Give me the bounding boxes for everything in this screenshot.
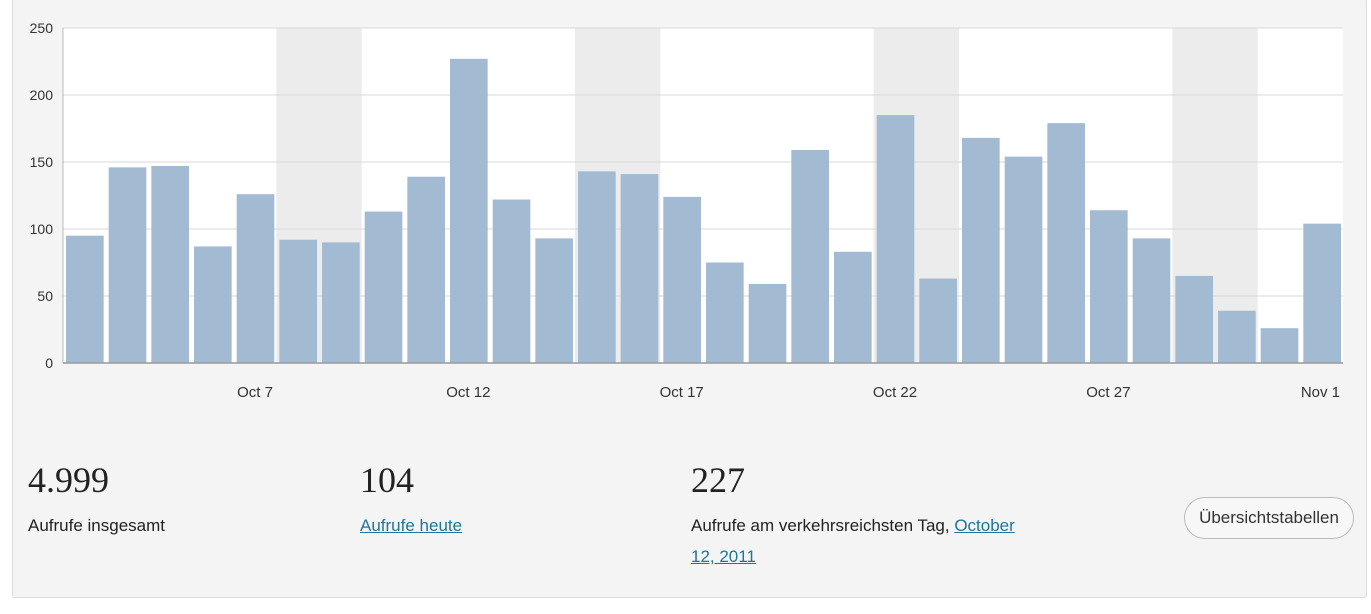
- bar: [151, 166, 189, 363]
- today-views-value: 104: [360, 460, 414, 500]
- bar: [919, 278, 957, 363]
- total-views-block: 4.999 Aufrufe insgesamt: [28, 460, 165, 541]
- total-views-label: Aufrufe insgesamt: [28, 516, 166, 535]
- best-day-date-link[interactable]: October 12, 2011: [691, 516, 1015, 566]
- bar: [620, 174, 659, 363]
- bar: [1260, 328, 1299, 363]
- summary-tables-button[interactable]: Übersichtstabellen: [1184, 497, 1354, 539]
- bar: [66, 235, 104, 363]
- y-tick-label: 200: [30, 87, 54, 103]
- x-tick-label: Nov 1: [1301, 384, 1340, 401]
- bar: [876, 115, 915, 363]
- x-tick-label: Oct 22: [873, 384, 917, 401]
- bar: [1090, 210, 1128, 363]
- views-bar-chart: 0 50 100 150 200 250 Oct 7 Oct 12 Oct 17 Oct 22 Oc…: [30, 20, 1343, 401]
- bar: [962, 137, 1000, 363]
- y-tick-label: 150: [30, 154, 54, 170]
- bar: [706, 262, 744, 363]
- bar: [1132, 238, 1171, 363]
- bar: [236, 194, 275, 363]
- bar: [364, 211, 403, 363]
- bar: [407, 176, 445, 363]
- x-tick-label: Oct 7: [237, 384, 273, 401]
- bar: [578, 171, 616, 363]
- bar: [450, 58, 488, 363]
- bar: [1047, 123, 1085, 363]
- bar: [535, 238, 573, 363]
- y-tick-label: 250: [30, 20, 54, 36]
- bar: [1303, 223, 1341, 363]
- best-day-block: 227 Aufrufe am verkehrsreichsten Tag, Oc…: [691, 460, 1031, 572]
- bar: [834, 251, 872, 363]
- total-views-value: 4.999: [28, 460, 109, 500]
- bar: [748, 283, 787, 363]
- bar: [108, 167, 147, 363]
- today-views-link[interactable]: Aufrufe heute: [360, 516, 463, 535]
- bar: [322, 242, 360, 363]
- bar: [492, 199, 531, 363]
- y-tick-label: 0: [45, 355, 53, 371]
- x-tick-label: Oct 17: [660, 384, 704, 401]
- bar: [1218, 310, 1256, 363]
- bar: [1175, 275, 1213, 363]
- y-tick-label: 100: [30, 221, 54, 237]
- x-tick-label: Oct 12: [446, 384, 490, 401]
- bar: [663, 196, 701, 363]
- best-day-label: Aufrufe am verkehrsreichsten Tag,: [691, 516, 950, 535]
- bar: [194, 246, 232, 363]
- bar: [1004, 156, 1043, 363]
- best-day-value: 227: [691, 460, 745, 500]
- bar: [279, 239, 317, 363]
- x-tick-label: Oct 27: [1086, 384, 1130, 401]
- y-tick-label: 50: [37, 288, 53, 304]
- bar: [791, 149, 829, 363]
- today-views-block: 104 Aufrufe heute: [360, 460, 462, 541]
